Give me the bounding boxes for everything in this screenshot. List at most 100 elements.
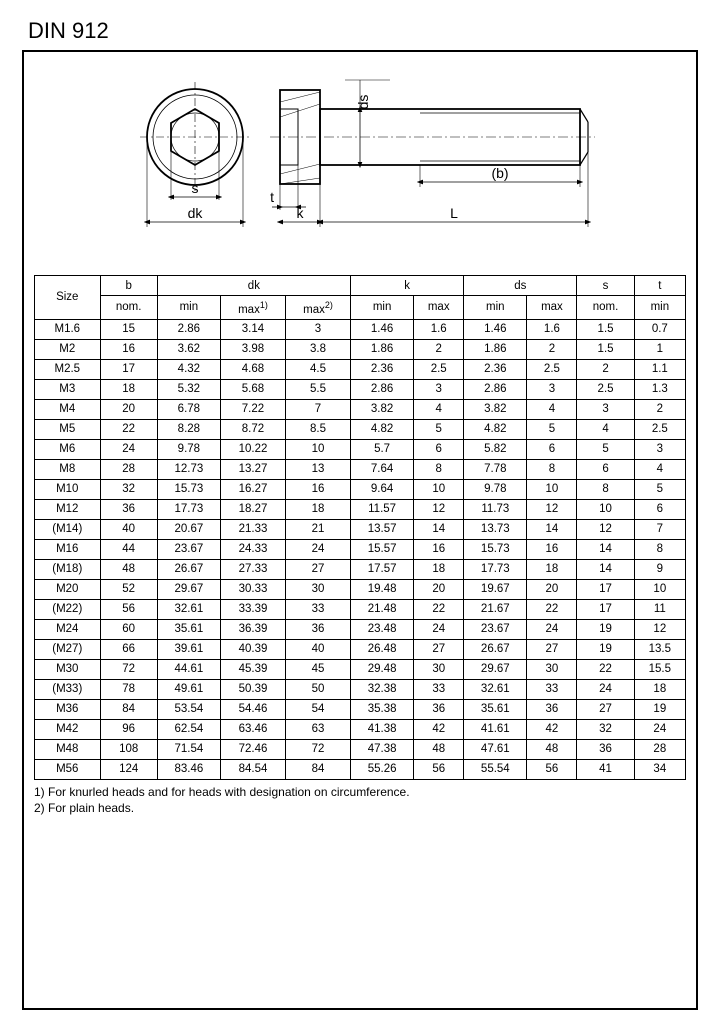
table-row: M123617.7318.271811.571211.7312106 <box>35 499 686 519</box>
cell-dkmax1: 54.46 <box>220 699 285 719</box>
cell-dsmax: 12 <box>527 499 577 519</box>
cell-b: 28 <box>100 459 157 479</box>
cell-kmax: 33 <box>414 679 464 699</box>
cell-kmin: 1.46 <box>351 319 414 339</box>
cell-b: 18 <box>100 379 157 399</box>
cell-dkmax2: 45 <box>285 659 350 679</box>
cell-dkmin: 29.67 <box>157 579 220 599</box>
col-ds-min: min <box>464 296 527 320</box>
cell-snom: 3 <box>577 399 634 419</box>
table-row: M246035.6136.393623.482423.67241912 <box>35 619 686 639</box>
cell-dkmax1: 45.39 <box>220 659 285 679</box>
cell-dkmin: 3.62 <box>157 339 220 359</box>
cell-dsmax: 30 <box>527 659 577 679</box>
cell-snom: 4 <box>577 419 634 439</box>
table-row: M4206.787.2273.8243.82432 <box>35 399 686 419</box>
cell-tmin: 15.5 <box>634 659 685 679</box>
cell-snom: 2 <box>577 359 634 379</box>
cell-dsmin: 47.61 <box>464 739 527 759</box>
cell-size: M42 <box>35 719 101 739</box>
cell-dkmin: 6.78 <box>157 399 220 419</box>
cell-dsmin: 21.67 <box>464 599 527 619</box>
cell-snom: 19 <box>577 619 634 639</box>
table-row: M1.6152.863.1431.461.61.461.61.50.7 <box>35 319 686 339</box>
cell-dsmin: 26.67 <box>464 639 527 659</box>
cell-size: M36 <box>35 699 101 719</box>
cell-tmin: 2 <box>634 399 685 419</box>
cell-b: 36 <box>100 499 157 519</box>
cell-dkmax2: 7 <box>285 399 350 419</box>
cell-snom: 10 <box>577 499 634 519</box>
cell-dkmax2: 16 <box>285 479 350 499</box>
cell-dkmin: 5.32 <box>157 379 220 399</box>
cell-dkmax2: 4.5 <box>285 359 350 379</box>
cell-kmin: 23.48 <box>351 619 414 639</box>
cell-snom: 14 <box>577 559 634 579</box>
table-body: M1.6152.863.1431.461.61.461.61.50.7M2163… <box>35 319 686 779</box>
cell-b: 60 <box>100 619 157 639</box>
table-row: M368453.5454.465435.383635.61362719 <box>35 699 686 719</box>
cell-dsmax: 36 <box>527 699 577 719</box>
cell-tmin: 10 <box>634 579 685 599</box>
cell-size: M6 <box>35 439 101 459</box>
table-row: (M18)4826.6727.332717.571817.7318149 <box>35 559 686 579</box>
dim-t-label: t <box>270 189 274 205</box>
cell-dsmax: 18 <box>527 559 577 579</box>
cell-kmax: 3 <box>414 379 464 399</box>
cell-dsmax: 1.6 <box>527 319 577 339</box>
cell-b: 20 <box>100 399 157 419</box>
cell-dkmin: 12.73 <box>157 459 220 479</box>
cell-b: 96 <box>100 719 157 739</box>
cell-dkmax1: 63.46 <box>220 719 285 739</box>
cell-dkmin: 49.61 <box>157 679 220 699</box>
cell-dsmin: 41.61 <box>464 719 527 739</box>
cell-dsmin: 5.82 <box>464 439 527 459</box>
cell-kmax: 12 <box>414 499 464 519</box>
cell-dsmin: 7.78 <box>464 459 527 479</box>
cell-dkmax1: 18.27 <box>220 499 285 519</box>
dim-L-label: L <box>450 205 458 221</box>
cell-size: M4 <box>35 399 101 419</box>
cell-dkmax2: 63 <box>285 719 350 739</box>
cell-dkmax1: 16.27 <box>220 479 285 499</box>
cell-dsmax: 24 <box>527 619 577 639</box>
cell-size: (M22) <box>35 599 101 619</box>
cell-b: 15 <box>100 319 157 339</box>
col-ds-max: max <box>527 296 577 320</box>
cell-dsmax: 42 <box>527 719 577 739</box>
cell-size: M24 <box>35 619 101 639</box>
col-k-min: min <box>351 296 414 320</box>
cell-tmin: 2.5 <box>634 419 685 439</box>
cell-dsmax: 27 <box>527 639 577 659</box>
cell-dkmin: 15.73 <box>157 479 220 499</box>
cell-dkmax1: 84.54 <box>220 759 285 779</box>
table-row: M3185.325.685.52.8632.8632.51.3 <box>35 379 686 399</box>
cell-dsmin: 19.67 <box>464 579 527 599</box>
cell-size: (M18) <box>35 559 101 579</box>
dim-k-label: k <box>297 205 305 221</box>
cell-size: M20 <box>35 579 101 599</box>
cell-dkmin: 26.67 <box>157 559 220 579</box>
technical-diagram: s dk <box>34 62 686 267</box>
cell-kmin: 1.86 <box>351 339 414 359</box>
cell-size: M12 <box>35 499 101 519</box>
col-t-min: min <box>634 296 685 320</box>
dim-b-label: (b) <box>491 165 508 181</box>
cell-b: 44 <box>100 539 157 559</box>
cell-size: (M27) <box>35 639 101 659</box>
table-row: (M33)7849.6150.395032.383332.61332418 <box>35 679 686 699</box>
cell-snom: 1.5 <box>577 319 634 339</box>
cell-snom: 5 <box>577 439 634 459</box>
header-row-1: Size b dk k ds s t <box>35 276 686 296</box>
cell-kmin: 5.7 <box>351 439 414 459</box>
cell-kmax: 20 <box>414 579 464 599</box>
cell-size: M2 <box>35 339 101 359</box>
cell-kmin: 41.38 <box>351 719 414 739</box>
cell-dkmin: 53.54 <box>157 699 220 719</box>
cell-kmax: 2 <box>414 339 464 359</box>
cell-dkmax1: 3.98 <box>220 339 285 359</box>
cell-b: 48 <box>100 559 157 579</box>
col-b: b <box>100 276 157 296</box>
cell-kmin: 2.36 <box>351 359 414 379</box>
col-size: Size <box>35 276 101 320</box>
